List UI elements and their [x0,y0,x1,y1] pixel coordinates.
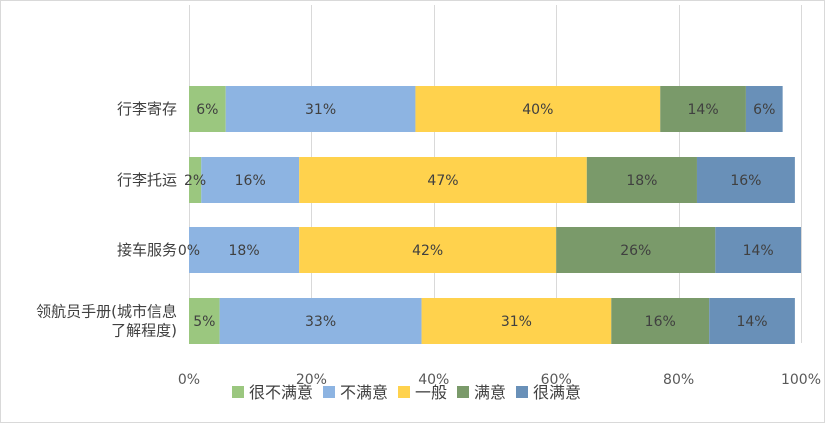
data-label: 14% [743,243,774,259]
bars [189,86,801,344]
legend-swatch [232,386,244,398]
bar-segment [660,86,746,132]
bar-segment [201,157,300,203]
data-labels: 6% 31% 40% 14% 6% 2% 16% 47% 18% 16% 0% 18% 42% 26% 14… [178,102,775,330]
data-label: 16% [235,173,266,189]
bar-segment [611,298,710,344]
bar-segment [189,157,202,203]
bar-segment [556,227,716,273]
x-tick-label: 80% [663,372,694,388]
bar-segment [189,298,220,344]
data-label: 31% [501,314,532,330]
category-label: 了解程度) [111,322,177,340]
legend-swatch [398,386,410,398]
data-label: 40% [522,102,553,118]
category-label: 行李寄存 [117,100,177,118]
data-label: 5% [193,314,215,330]
bar-segment [586,157,697,203]
bar-segment [299,227,557,273]
bar-segment [715,227,801,273]
legend-label: 很满意 [533,383,581,402]
legend-label: 一般 [415,383,447,402]
legend: 很不满意 不满意 一般 满意 很满意 [232,383,581,402]
bar-segment [696,157,795,203]
legend-label: 满意 [474,383,506,402]
data-label: 14% [736,314,767,330]
bar-segment [299,157,587,203]
data-label: 6% [196,102,218,118]
category-label: 接车服务 [117,241,177,259]
legend-swatch [457,386,469,398]
legend-label: 不满意 [340,383,388,402]
x-tick-label: 100% [781,372,821,388]
data-label: 6% [753,102,775,118]
legend-label: 很不满意 [249,383,313,402]
bar-segment [189,86,226,132]
data-label: 18% [626,173,657,189]
bar-segment [415,86,661,132]
data-label: 14% [688,102,719,118]
bar-segment [225,86,416,132]
data-label: 16% [645,314,676,330]
x-tick-label: 40% [418,372,449,388]
data-label: 0% [178,243,200,259]
x-tick-label: 20% [296,372,327,388]
x-tick-labels: 0% 20% 40% 60% 80% 100% [178,372,821,388]
data-label: 33% [305,314,336,330]
category-label: 行李托运 [117,171,177,189]
data-label: 18% [229,243,260,259]
data-label: 2% [184,173,206,189]
x-tick-label: 60% [541,372,572,388]
bar-segment [421,298,612,344]
data-label: 26% [620,243,651,259]
bar-segment [709,298,795,344]
bar-segment [745,86,783,132]
legend-swatch [516,386,528,398]
data-label: 47% [427,173,458,189]
legend-swatch [323,386,335,398]
bar-segment [219,298,422,344]
bar-segment [189,227,300,273]
x-tick-label: 0% [178,372,200,388]
data-label: 42% [412,243,443,259]
category-label: 领航员手册(城市信息 [36,303,177,321]
data-label: 16% [730,173,761,189]
data-label: 31% [305,102,336,118]
